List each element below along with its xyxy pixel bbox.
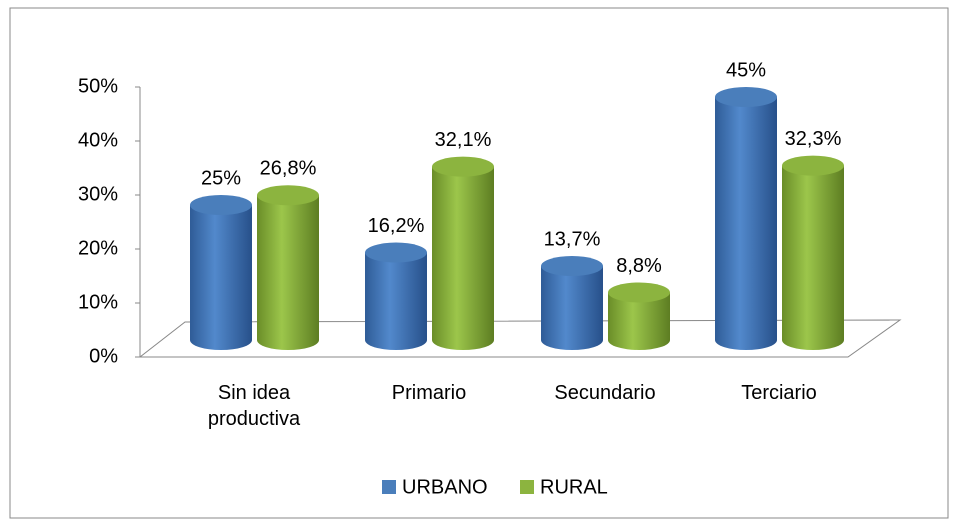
cylinder [608,292,670,350]
data-label: 16,2% [368,215,425,237]
cylinder [782,165,844,350]
x-tick-label: Secundario [554,382,656,404]
y-tick-label: 50% [78,75,118,97]
data-label: 26,8% [260,158,317,180]
cylinder-top [190,195,252,215]
legend-swatch [382,480,396,494]
cylinder [257,195,319,350]
floor [138,319,902,358]
data-label: 25% [201,167,241,189]
legend-label: RURAL [540,476,608,498]
x-tick-label: Primario [391,382,467,404]
cylinder-top [432,156,494,177]
y-tick-label: 20% [78,237,118,259]
y-tick-label: 30% [78,183,118,205]
cylinder-top [782,155,844,176]
y-tick-label: 0% [89,345,118,367]
cylinder [190,205,252,350]
legend-label: URBANO [402,476,488,498]
cylinder [541,266,603,350]
data-label: 13,7% [544,228,601,250]
y-tick-label: 40% [78,129,118,151]
cylinder [432,166,494,350]
data-label: 8,8% [616,255,662,277]
cylinder-top [608,282,670,303]
cylinder-top [365,242,427,263]
data-label: 32,3% [785,128,842,150]
cylinder-top [715,87,777,107]
data-label: 45% [726,59,766,81]
cylinder [715,97,777,350]
cylinder-top [257,185,319,206]
cylinder [365,252,427,350]
legend-swatch [520,480,534,494]
x-tick-label: Terciario [741,382,817,404]
x-tick-label: Sin idea productiva [207,382,301,430]
cylinder-top [541,256,603,277]
y-tick-label: 10% [78,291,118,313]
data-label: 32,1% [435,129,492,151]
